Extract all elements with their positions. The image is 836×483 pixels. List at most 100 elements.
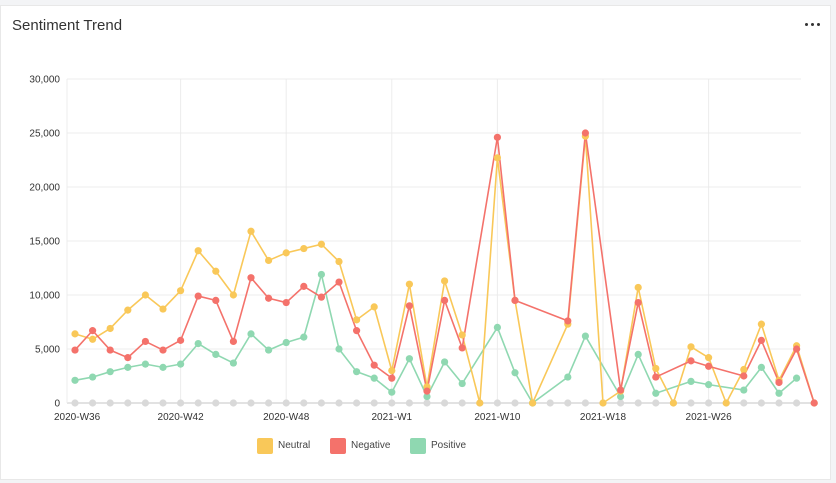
data-point-positive <box>705 381 713 389</box>
data-point-baseline <box>405 399 413 407</box>
data-point-positive <box>194 340 202 348</box>
data-point-baseline <box>687 399 695 407</box>
data-point-baseline <box>335 399 343 407</box>
data-point-positive <box>89 373 97 381</box>
data-point-negative <box>159 346 167 354</box>
data-point-negative <box>212 296 220 304</box>
data-point-negative <box>317 293 325 301</box>
data-point-neutral <box>177 287 185 295</box>
data-point-positive <box>71 376 79 384</box>
data-point-negative <box>652 373 660 381</box>
data-point-positive <box>775 389 783 397</box>
data-point-neutral <box>141 291 149 299</box>
x-tick-label: 2021-W1 <box>372 412 413 423</box>
data-point-neutral <box>194 247 202 255</box>
data-point-neutral <box>669 399 678 407</box>
data-point-negative <box>335 278 343 286</box>
y-tick-label: 20,000 <box>29 183 60 194</box>
data-point-neutral <box>441 277 449 285</box>
data-point-baseline <box>194 399 202 407</box>
data-point-baseline <box>511 399 519 407</box>
x-tick-label: 2021-W26 <box>686 412 733 423</box>
data-point-neutral <box>159 305 167 313</box>
data-point-positive <box>423 392 431 401</box>
data-point-neutral <box>634 283 642 292</box>
data-point-positive <box>511 369 519 377</box>
data-point-negative <box>511 296 519 304</box>
data-point-negative <box>353 327 361 335</box>
data-point-negative <box>282 298 290 307</box>
legend-swatch <box>410 438 426 454</box>
data-point-neutral <box>247 227 255 235</box>
data-point-baseline <box>370 399 378 407</box>
x-axis-ticks: 2020-W36 2020-W42 2020-W48 2021-W1 2021-W10 2… <box>54 412 732 423</box>
data-point-positive <box>757 363 766 371</box>
data-point-baseline <box>581 399 590 407</box>
data-point-positive <box>493 323 501 331</box>
data-point-negative <box>247 274 255 282</box>
data-point-positive <box>441 358 449 366</box>
panel-title: Sentiment Trend <box>12 17 123 34</box>
y-tick-label: 5,000 <box>35 345 60 356</box>
data-point-negative <box>775 378 783 387</box>
data-point-baseline <box>493 399 501 407</box>
data-point-negative <box>705 362 713 370</box>
data-point-baseline <box>617 399 625 407</box>
data-point-negative <box>124 354 132 362</box>
data-point-baseline <box>353 399 361 407</box>
ellipsis-icon <box>811 23 814 26</box>
data-point-negative <box>757 336 766 344</box>
data-point-positive <box>388 388 396 396</box>
data-point-positive <box>141 360 149 368</box>
data-point-negative <box>388 374 396 382</box>
data-point-baseline <box>212 399 220 407</box>
data-point-negative <box>71 346 79 354</box>
data-point-positive <box>247 330 255 338</box>
data-point-baseline <box>793 399 801 407</box>
data-point-negative <box>89 327 97 335</box>
y-tick-label: 10,000 <box>29 291 60 302</box>
data-point-positive <box>159 363 167 371</box>
data-point-baseline <box>775 399 783 407</box>
x-tick-label: 2020-W48 <box>263 412 310 423</box>
data-point-negative <box>177 336 185 344</box>
data-point-baseline <box>300 399 308 407</box>
data-point-positive <box>106 368 114 376</box>
data-point-baseline <box>388 399 396 407</box>
data-point-neutral <box>212 267 220 275</box>
data-point-neutral <box>687 343 695 351</box>
more-options-button[interactable] <box>801 14 825 34</box>
data-point-baseline <box>124 399 132 407</box>
data-point-baseline <box>247 399 255 407</box>
data-point-neutral <box>353 316 361 324</box>
data-point-positive <box>229 359 237 367</box>
data-point-negative <box>687 357 695 365</box>
grid-lines <box>66 78 801 404</box>
y-tick-label: 15,000 <box>29 237 60 248</box>
data-point-negative <box>405 302 413 310</box>
data-point-positive <box>634 350 642 358</box>
data-point-positive <box>300 333 308 341</box>
data-point-baseline <box>159 399 167 407</box>
data-point-positive <box>564 373 572 381</box>
data-point-negative <box>793 345 801 353</box>
data-point-positive <box>370 374 378 382</box>
data-point-neutral <box>458 331 466 339</box>
data-point-baseline <box>89 399 97 407</box>
data-point-positive <box>652 389 660 397</box>
data-point-baseline <box>441 399 449 407</box>
data-point-neutral <box>89 335 97 343</box>
x-tick-label: 2020-W36 <box>54 412 101 423</box>
data-point-baseline <box>177 399 185 407</box>
data-point-negative <box>564 317 572 325</box>
data-point-neutral <box>335 257 343 266</box>
data-point-negative <box>300 282 308 290</box>
data-point-neutral <box>599 399 607 407</box>
data-point-positive <box>317 270 325 279</box>
data-point-positive <box>282 338 290 347</box>
data-point-neutral <box>282 249 290 257</box>
data-point-neutral <box>229 291 237 299</box>
data-point-negative <box>370 361 378 369</box>
data-point-neutral <box>705 354 713 362</box>
